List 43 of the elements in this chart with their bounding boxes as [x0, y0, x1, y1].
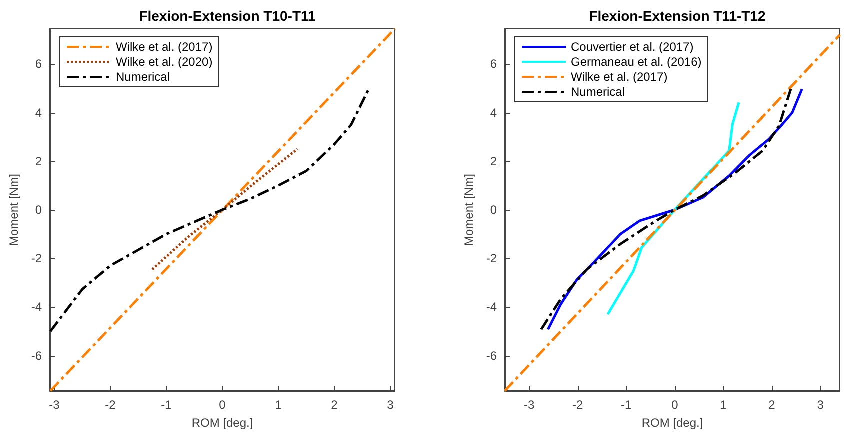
y-tick-label: 6 — [35, 57, 42, 72]
x-tick-label: -2 — [105, 398, 116, 412]
x-tick-label: 0 — [672, 398, 679, 412]
y-tick-label: 0 — [35, 203, 42, 217]
legend-label: Numerical — [571, 85, 626, 99]
y-tick-label: -4 — [486, 300, 498, 314]
y-tick-label: 4 — [490, 106, 498, 120]
y-tick-label: 2 — [490, 154, 498, 168]
y-tick-label: 2 — [35, 154, 42, 168]
x-tick-label: 0 — [219, 398, 226, 412]
x-tick-label: -3 — [524, 398, 535, 412]
x-axis-title: ROM [deg.] — [192, 416, 254, 430]
x-axis-title: ROM [deg.] — [642, 416, 704, 430]
y-tick-label: 4 — [35, 106, 42, 120]
x-tick-label: 2 — [768, 398, 776, 412]
legend-label: Wilke et al. (2017) — [571, 70, 668, 84]
chart-title: Flexion-Extension T11-T12 — [589, 8, 766, 24]
chart-title: Flexion-Extension T10-T11 — [139, 8, 316, 24]
legend-label: Couvertier et al. (2017) — [571, 40, 694, 54]
y-axis-title: Moment [Nm] — [462, 174, 476, 246]
x-tick-label: -1 — [621, 398, 632, 412]
y-tick-label: -2 — [486, 252, 498, 266]
x-tick-label: -2 — [572, 398, 584, 412]
x-tick-label: -1 — [161, 398, 172, 412]
legend-label: Numerical — [116, 70, 170, 84]
x-tick-label: 3 — [387, 398, 394, 412]
legend-label: Germaneau et al. (2016) — [571, 55, 702, 69]
y-tick-label: -2 — [31, 252, 42, 266]
x-tick-label: 1 — [275, 398, 282, 412]
y-tick-label: -6 — [486, 348, 498, 363]
line-series — [151, 148, 299, 271]
legend-label: Wilke et al. (2017) — [116, 40, 213, 54]
y-tick-label: -4 — [31, 300, 42, 314]
y-tick-label: 0 — [490, 203, 498, 217]
y-axis-title: Moment [Nm] — [7, 174, 21, 246]
y-tick-label: 6 — [490, 57, 498, 72]
x-tick-label: 2 — [331, 398, 338, 412]
y-tick-label: -6 — [31, 348, 42, 363]
line-series — [49, 87, 370, 333]
x-tick-label: 3 — [817, 398, 824, 412]
x-tick-label: -3 — [49, 398, 60, 412]
x-tick-label: 1 — [720, 398, 728, 412]
legend-label: Wilke et al. (2020) — [116, 55, 213, 69]
